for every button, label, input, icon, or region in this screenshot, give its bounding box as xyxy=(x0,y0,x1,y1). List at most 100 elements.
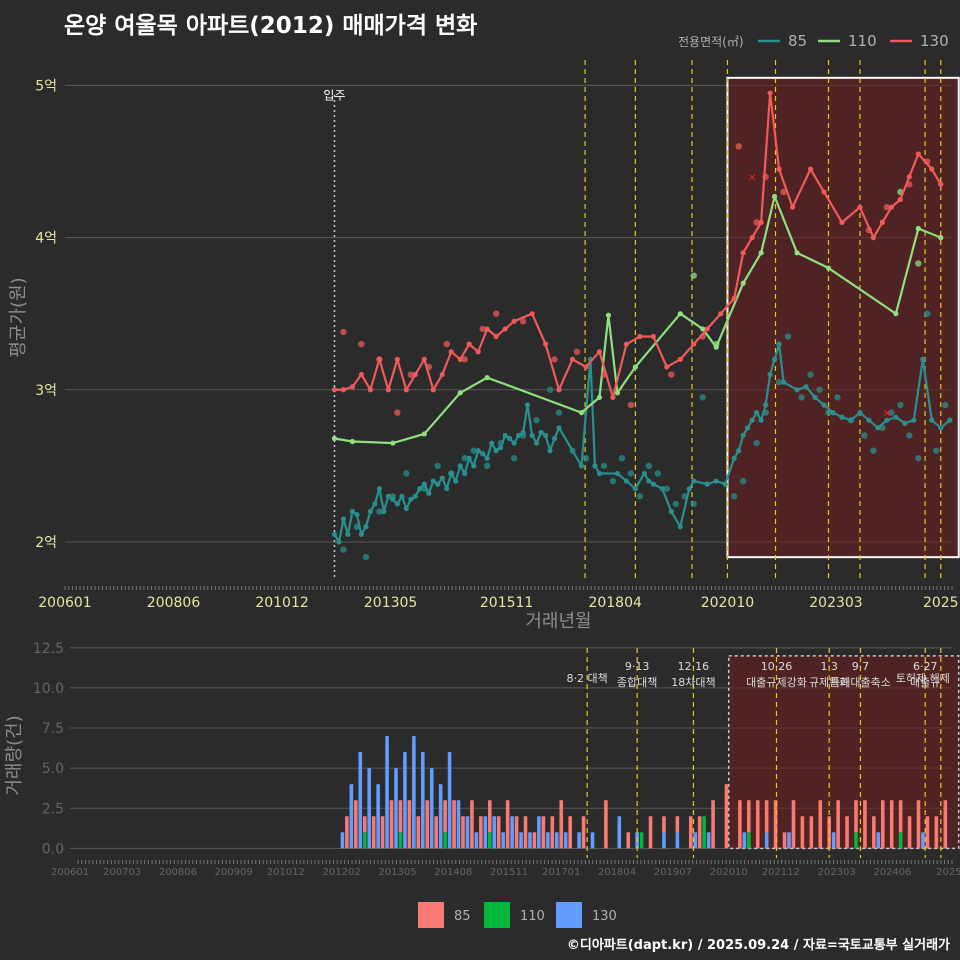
line-point-85 xyxy=(457,463,463,469)
line-point-85 xyxy=(511,440,517,446)
bar-130 xyxy=(590,832,595,849)
bar-85 xyxy=(697,816,702,849)
bar-x-tick-label: 200909 xyxy=(215,867,253,878)
bar-85 xyxy=(434,816,438,849)
bar-130 xyxy=(421,752,425,849)
bar-130 xyxy=(447,752,452,849)
policy-annotation: 8·2 대책 xyxy=(567,672,608,685)
line-point-85 xyxy=(623,478,629,484)
line-point-130 xyxy=(349,384,356,390)
line-point-85 xyxy=(520,429,526,435)
bar-130 xyxy=(394,768,398,849)
line-point-85 xyxy=(776,341,782,347)
line-point-130 xyxy=(740,250,746,256)
scatter-point-130 xyxy=(551,356,558,363)
bar-110 xyxy=(854,832,858,849)
line-point-85 xyxy=(524,402,531,408)
line-point-85 xyxy=(390,496,396,502)
line-point-85 xyxy=(767,371,773,378)
bar-130 xyxy=(921,832,925,849)
bar-y-tick-label: 12.5 xyxy=(33,641,64,657)
scatter-point-85 xyxy=(483,462,491,470)
bar-85 xyxy=(854,800,858,833)
line-point-130 xyxy=(529,311,535,317)
bar-85 xyxy=(764,800,769,833)
scatter-point-85 xyxy=(807,371,814,378)
scatter-point-130 xyxy=(340,328,347,336)
line-point-130 xyxy=(412,371,418,378)
bar-x-tick-label: 200703 xyxy=(103,867,141,878)
line-point-85 xyxy=(372,501,378,507)
line-point-85 xyxy=(803,384,809,390)
line-point-85 xyxy=(538,429,544,435)
bar-130 xyxy=(662,832,666,849)
line-point-130 xyxy=(376,356,382,362)
bar-110 xyxy=(898,832,903,849)
bar-130 xyxy=(537,816,541,849)
line-point-110 xyxy=(614,390,621,396)
line-point-110 xyxy=(825,265,832,271)
line-point-130 xyxy=(839,219,845,225)
bar-85 xyxy=(505,800,510,849)
line-point-85 xyxy=(367,508,373,515)
line-point-130 xyxy=(776,166,782,172)
line-point-85 xyxy=(641,470,647,477)
bar-130 xyxy=(519,832,523,849)
line-point-130 xyxy=(610,394,616,400)
scatter-point-85 xyxy=(403,470,410,477)
line-point-130 xyxy=(929,166,935,172)
scatter-point-130 xyxy=(735,143,742,150)
bar-110 xyxy=(702,816,706,849)
scatter-point-85 xyxy=(609,477,617,485)
line-point-85 xyxy=(435,481,441,487)
line-point-85 xyxy=(439,475,445,481)
scatter-point-85 xyxy=(672,500,679,508)
policy-annotation: 대출규제강화 xyxy=(746,676,807,689)
line-point-130 xyxy=(394,356,400,362)
scatter-point-130 xyxy=(492,310,500,317)
scatter-point-85 xyxy=(618,455,626,462)
bar-110 xyxy=(443,832,447,849)
bar-y-tick-label: 5.0 xyxy=(42,761,64,777)
scatter-point-130 xyxy=(358,340,365,348)
scatter-point-85 xyxy=(798,394,805,401)
line-point-110 xyxy=(893,311,899,317)
line-point-130 xyxy=(758,219,764,225)
line-point-130 xyxy=(888,204,894,210)
x-axis-title: 거래년월 xyxy=(525,611,591,632)
line-point-85 xyxy=(812,394,818,400)
x-tick-label: 201511 xyxy=(480,595,533,611)
bar-y-tick-label: 10.0 xyxy=(33,681,64,697)
x-tick-label: 202010 xyxy=(701,595,754,611)
line-point-110 xyxy=(772,193,778,200)
bar-130 xyxy=(693,832,698,849)
scatter-point-85 xyxy=(690,500,697,508)
bar-85 xyxy=(345,816,349,849)
line-point-85 xyxy=(363,524,369,530)
scatter-point-85 xyxy=(510,455,518,462)
line-point-85 xyxy=(763,402,769,408)
line-point-130 xyxy=(367,387,373,393)
line-point-85 xyxy=(686,486,692,492)
bar-x-tick-label: 202303 xyxy=(818,867,856,878)
bar-legend-label-130: 130 xyxy=(592,909,617,924)
line-point-85 xyxy=(498,445,504,451)
line-point-85 xyxy=(354,511,360,518)
line-point-130 xyxy=(466,341,472,347)
line-point-85 xyxy=(376,486,382,492)
scatter-point-85 xyxy=(775,378,783,386)
policy-annotation: 12·16 xyxy=(678,660,710,673)
line-point-85 xyxy=(920,356,926,362)
line-point-85 xyxy=(659,486,665,492)
cross-marker: × xyxy=(882,407,891,420)
bar-85 xyxy=(452,800,456,849)
bar-85 xyxy=(791,800,796,849)
line-point-85 xyxy=(749,417,755,423)
bar-x-tick-label: 201202 xyxy=(323,867,361,878)
line-point-85 xyxy=(745,425,751,431)
bar-85 xyxy=(443,800,447,833)
bar-85 xyxy=(711,800,715,849)
price-panel: 2억 3억 4억 5억 200601 200806 201012 201305 201511 20… xyxy=(8,60,960,632)
scatter-point-85 xyxy=(546,386,554,393)
bar-130 xyxy=(528,832,532,849)
